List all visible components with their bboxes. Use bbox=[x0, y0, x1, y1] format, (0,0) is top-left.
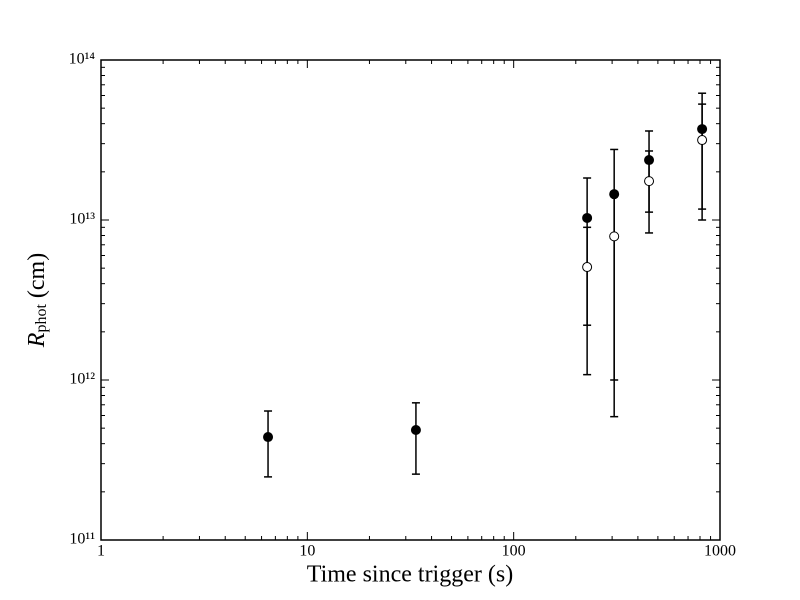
point bbox=[644, 176, 655, 187]
plot-frame bbox=[100, 59, 721, 541]
x-axis-label: Time since trigger (s) bbox=[307, 562, 513, 588]
point bbox=[697, 135, 708, 146]
x-tick-label: 1000 bbox=[704, 543, 736, 560]
y-tick-label: 10¹⁴ bbox=[69, 51, 96, 68]
y-tick-label: 10¹¹ bbox=[69, 531, 95, 548]
point bbox=[263, 432, 274, 443]
y-tick-label: 10¹³ bbox=[69, 211, 95, 228]
y-label-subscript: phot bbox=[33, 304, 50, 333]
y-label-unit: (cm) bbox=[24, 253, 50, 298]
x-tick-label: 10 bbox=[299, 543, 315, 560]
x-tick-label: 1 bbox=[97, 543, 105, 560]
point bbox=[582, 262, 593, 273]
y-axis-label: Rphot (cm) bbox=[24, 253, 50, 348]
point bbox=[410, 424, 421, 435]
y-label-symbol: R bbox=[24, 332, 50, 348]
point bbox=[582, 212, 593, 223]
point bbox=[609, 231, 620, 242]
x-tick-label: 100 bbox=[502, 543, 526, 560]
y-tick-label: 10¹² bbox=[69, 371, 95, 388]
